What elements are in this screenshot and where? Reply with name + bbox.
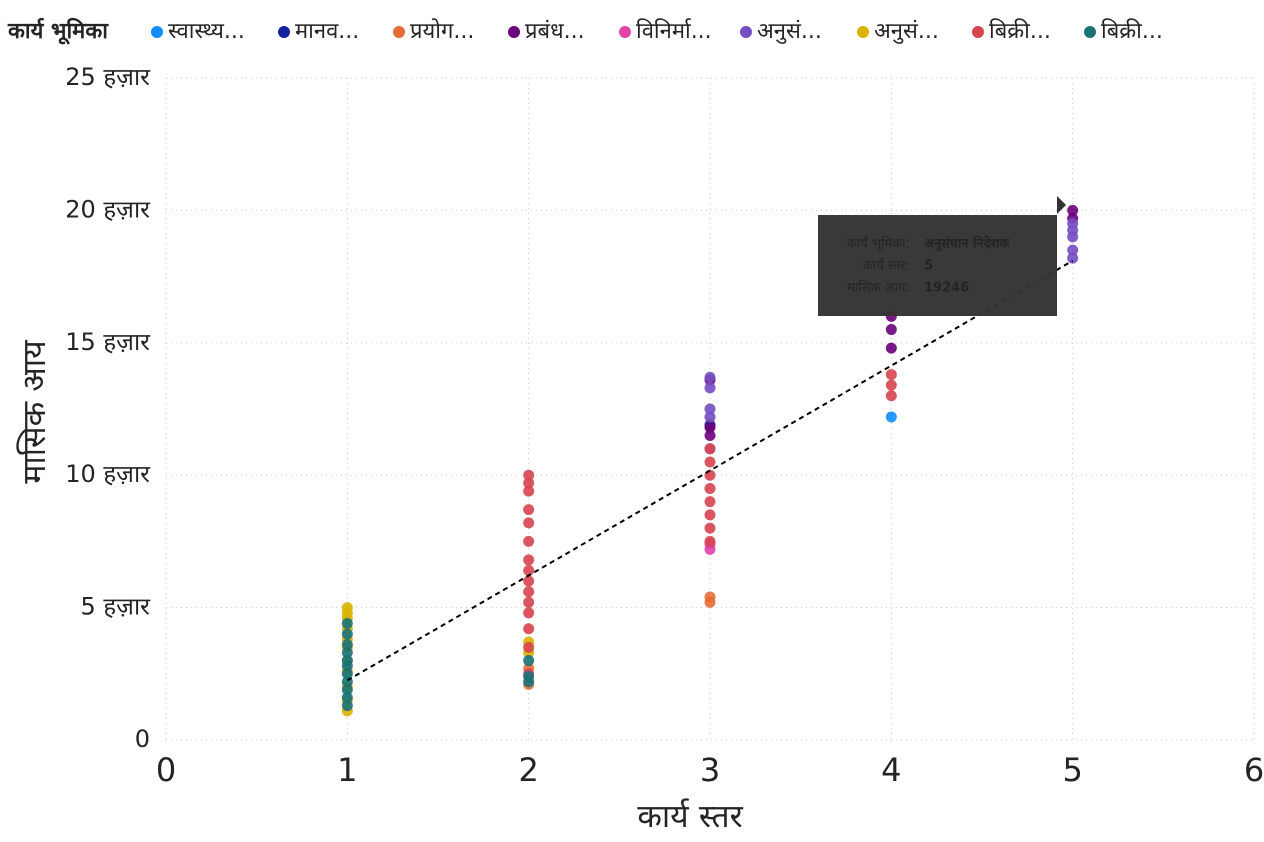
legend-label: अनुसं... [874,19,939,44]
point [704,522,716,534]
point [704,535,716,547]
y-tick-label: 20 हज़ार [65,195,151,223]
legend-marker [972,26,984,38]
legend-marker [857,26,869,38]
point [704,482,716,494]
legend-marker [619,26,631,38]
x-tick-label: 2 [518,751,538,789]
legend-title: कार्य भूमिका [7,17,109,45]
legend-label: स्वास्थ्य... [168,19,245,44]
point [341,647,353,659]
point [885,369,897,381]
point [885,324,897,336]
legend-label: प्रयोग... [410,18,474,44]
y-tick-label: 15 हज़ार [65,328,151,356]
point [523,565,535,577]
tooltip-arrow [1057,196,1066,214]
legend-label: अनुसं... [757,19,822,44]
legend-label: बिक्री... [1101,18,1163,44]
legend-label: मानव... [295,19,359,44]
point [885,390,897,402]
legend-marker [278,26,290,38]
x-tick-label: 6 [1244,751,1264,789]
point [1067,218,1079,230]
point [523,469,535,481]
legend-label: बिक्री... [989,18,1051,44]
point [341,639,353,651]
point [704,382,716,394]
point [523,596,535,608]
point [523,554,535,566]
x-tick-label: 4 [881,751,901,789]
point [704,443,716,455]
point [704,422,716,434]
point [341,692,353,704]
point [523,535,535,547]
point [704,496,716,508]
x-tick-label: 0 [156,751,176,789]
point [704,429,716,441]
point [704,591,716,603]
point [523,641,535,653]
point [341,668,353,680]
tooltip-label: मासिक आय: [847,280,910,296]
point [885,342,897,354]
tooltip-value: 19246 [924,281,969,296]
x-tick-label: 1 [337,751,357,789]
point [523,485,535,497]
point [523,477,535,489]
point [523,575,535,587]
point [1067,252,1079,264]
y-axis-title: मासिक आय [15,339,53,484]
y-tick-label: 10 हज़ार [65,460,151,488]
point [523,623,535,635]
point [523,670,535,682]
point [523,517,535,529]
legend-marker [1084,26,1096,38]
point [704,411,716,423]
point [341,617,353,629]
point [885,379,897,391]
point [704,456,716,468]
tooltip-value: 5 [924,259,933,274]
legend-marker [393,26,405,38]
legend-label: प्रबंध... [525,19,585,44]
point [704,371,716,383]
point [523,586,535,598]
point [885,411,897,423]
legend-marker [740,26,752,38]
tooltip-value: अनुसंधान निदेशक [924,236,1010,252]
point [523,607,535,619]
trend-line [346,259,1074,682]
x-axis-title: कार्य स्तर [637,797,743,835]
point [341,684,353,696]
legend-marker [508,26,520,38]
point [341,602,353,614]
point [704,403,716,415]
y-tick-label: 25 हज़ार [65,63,151,91]
point [1067,244,1079,256]
point [341,628,353,640]
legend-label: विनिर्मा... [636,18,712,44]
point [341,655,353,667]
tooltip-label: कार्य भूमिका: [847,236,910,252]
point [704,509,716,521]
tooltip-box [818,215,1057,316]
point [341,700,353,712]
point [523,655,535,667]
legend-marker [151,26,163,38]
x-tick-label: 5 [1062,751,1082,789]
point [523,504,535,516]
y-tick-label: 5 हज़ार [81,593,152,621]
tooltip: कार्य भूमिका: अनुसंधान निदेशक कार्य स्तर: 5… [818,196,1066,316]
x-tick-label: 3 [700,751,720,789]
tooltip-label: कार्य स्तर: [863,258,910,274]
y-tick-label: 0 [135,725,150,753]
point [1067,204,1079,216]
